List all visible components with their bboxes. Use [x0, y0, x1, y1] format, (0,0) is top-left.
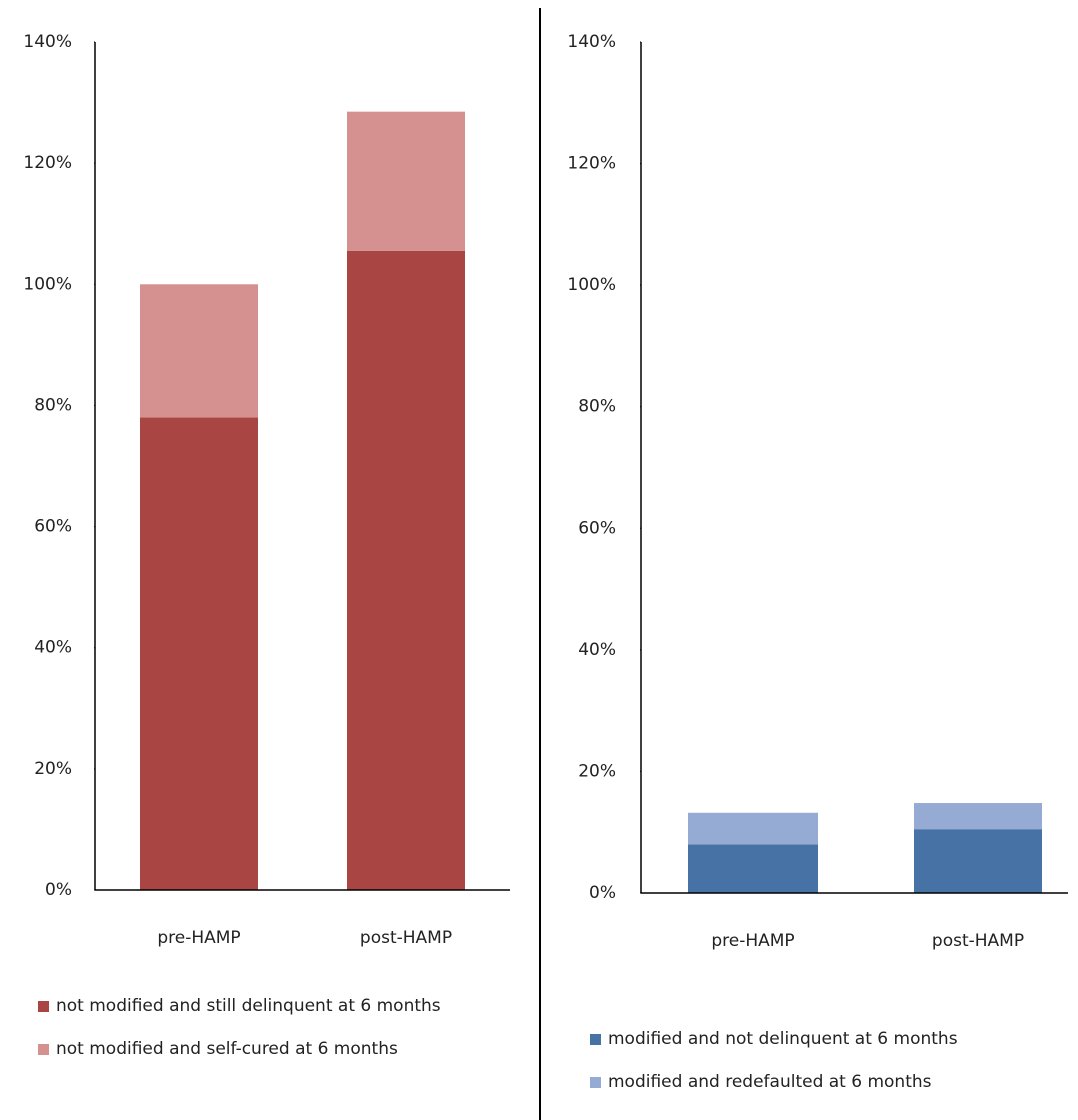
legend-swatch — [590, 1077, 601, 1088]
y-tick-label: 40% — [578, 640, 616, 660]
legend-item: modified and not delinquent at 6 months — [586, 1025, 1066, 1054]
bar-segment — [347, 250, 465, 890]
x-tick-label: post-HAMP — [360, 928, 452, 948]
legend-swatch — [590, 1034, 601, 1045]
y-tick-label: 0% — [45, 880, 72, 900]
legend-swatch — [38, 1001, 49, 1012]
legend-label: modified and redefaulted at 6 months — [608, 1072, 932, 1092]
y-tick-label: 140% — [567, 32, 616, 52]
y-tick-label: 140% — [23, 32, 72, 52]
legend-label: not modified and still delinquent at 6 m… — [56, 996, 441, 1016]
y-tick-label: 80% — [34, 395, 72, 415]
bar-segment — [347, 111, 465, 251]
legend-item: modified and redefaulted at 6 months — [586, 1068, 1066, 1097]
legend-item: not modified and still delinquent at 6 m… — [34, 992, 494, 1021]
y-tick-label: 100% — [23, 274, 72, 294]
y-tick-label: 60% — [578, 518, 616, 538]
y-tick-label: 0% — [589, 883, 616, 903]
y-tick-label: 20% — [34, 759, 72, 779]
y-tick-label: 120% — [567, 154, 616, 174]
legend: modified and not delinquent at 6 months m… — [586, 1025, 1066, 1111]
y-tick-label: 20% — [578, 761, 616, 781]
y-tick-label: 40% — [34, 638, 72, 658]
bar-segment — [140, 284, 258, 418]
bar-segment — [140, 417, 258, 890]
bar-segment — [914, 829, 1042, 893]
legend-label: modified and not delinquent at 6 months — [608, 1029, 958, 1049]
y-tick-label: 100% — [567, 275, 616, 295]
y-tick-label: 60% — [34, 517, 72, 537]
x-tick-label: pre-HAMP — [157, 928, 240, 948]
legend-item: not modified and self-cured at 6 months — [34, 1035, 494, 1064]
x-tick-label: post-HAMP — [932, 931, 1024, 951]
y-tick-label: 80% — [578, 397, 616, 417]
bar-segment — [688, 844, 818, 893]
bar-segment — [688, 812, 818, 845]
legend-label: not modified and self-cured at 6 months — [56, 1039, 398, 1059]
legend-swatch — [38, 1044, 49, 1055]
bar-segment — [914, 803, 1042, 830]
y-tick-label: 120% — [23, 153, 72, 173]
x-tick-label: pre-HAMP — [711, 931, 794, 951]
legend: not modified and still delinquent at 6 m… — [34, 992, 494, 1078]
